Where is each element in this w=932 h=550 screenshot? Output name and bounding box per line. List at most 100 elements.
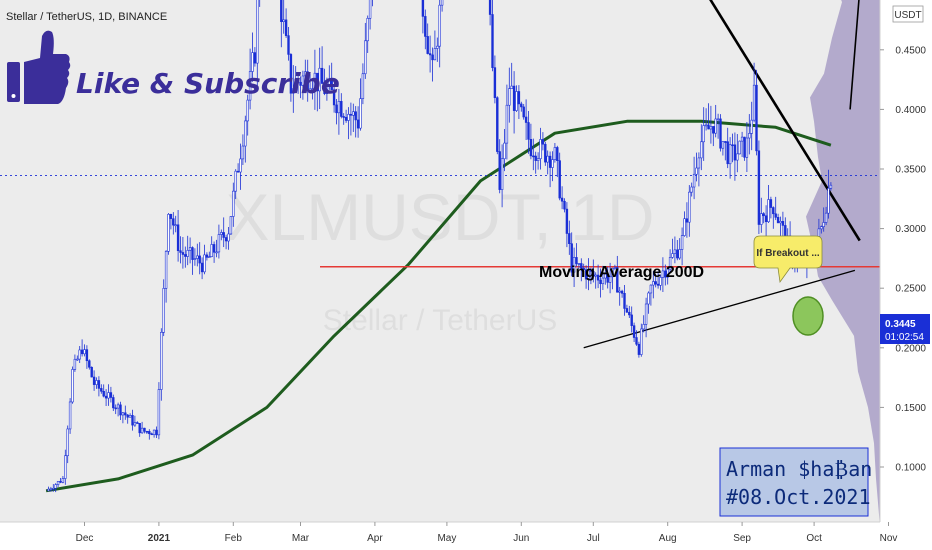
candle-body bbox=[534, 155, 537, 161]
candle-body bbox=[256, 0, 259, 64]
candle-body bbox=[510, 85, 513, 89]
breakout-label: If Breakout ... bbox=[756, 248, 820, 259]
candle-body bbox=[88, 360, 91, 368]
candle-body bbox=[179, 250, 182, 253]
candle-body bbox=[616, 267, 619, 293]
candle-body bbox=[714, 118, 717, 134]
candle-body bbox=[726, 141, 729, 165]
candle-body bbox=[313, 72, 317, 89]
candle-body bbox=[352, 111, 355, 116]
candle-body bbox=[546, 155, 549, 163]
candle-body bbox=[637, 343, 641, 355]
candle-body bbox=[580, 263, 583, 269]
candle-body bbox=[719, 118, 722, 149]
candle-body bbox=[827, 187, 830, 214]
candle-body bbox=[536, 158, 540, 161]
candle-body bbox=[558, 160, 561, 199]
x-tick-label: Sep bbox=[733, 533, 751, 544]
candle-body bbox=[649, 284, 653, 294]
candle-body bbox=[174, 224, 177, 227]
price-marker-bg bbox=[880, 314, 930, 344]
candle-body bbox=[54, 484, 57, 489]
candle-body bbox=[548, 155, 552, 168]
candle-body bbox=[138, 423, 141, 434]
candle-body bbox=[145, 430, 149, 433]
candle-body bbox=[820, 226, 823, 230]
candle-body bbox=[428, 53, 432, 56]
candle-body bbox=[208, 256, 211, 258]
candle-body bbox=[556, 147, 559, 161]
candle-body bbox=[316, 72, 319, 92]
candle-body bbox=[532, 155, 535, 158]
candle-body bbox=[306, 71, 309, 91]
breakout-circle bbox=[792, 296, 824, 336]
candle-body bbox=[767, 199, 770, 223]
author-box: Arman $ha₿an #08.Oct.2021 bbox=[719, 447, 872, 517]
y-tick-label: 0.2000 bbox=[895, 343, 926, 354]
candle-body bbox=[640, 328, 643, 355]
currency-badge[interactable] bbox=[892, 5, 924, 23]
candle-body bbox=[760, 213, 763, 225]
candle-body bbox=[431, 54, 434, 61]
x-tick-label: Feb bbox=[225, 533, 243, 544]
candle-body bbox=[500, 158, 504, 190]
candle-body bbox=[440, 0, 444, 6]
author-box-bg bbox=[719, 447, 869, 517]
price-axis[interactable] bbox=[880, 0, 932, 550]
watermark-ticker: XLMUSDT, 1D bbox=[225, 180, 654, 254]
candle-body bbox=[193, 258, 197, 260]
candle-body bbox=[126, 414, 129, 418]
promo-banner: Like & Subscribe bbox=[7, 30, 340, 105]
candle-body bbox=[299, 81, 302, 86]
candle-body bbox=[623, 293, 626, 309]
candle-body bbox=[217, 234, 221, 253]
candle-body bbox=[282, 19, 285, 22]
thumb-cuff bbox=[7, 62, 20, 102]
candle-body bbox=[577, 263, 581, 265]
candle-body bbox=[496, 97, 499, 152]
y-tick-label: 0.2500 bbox=[895, 284, 926, 295]
y-tick-label: 0.3000 bbox=[895, 224, 926, 235]
candle-body bbox=[92, 376, 96, 385]
candle-body bbox=[743, 136, 746, 158]
candle-body bbox=[731, 144, 734, 147]
thumbs-up-icon bbox=[7, 30, 71, 105]
candle-body bbox=[71, 369, 74, 403]
candle-body bbox=[104, 395, 108, 399]
candle-body bbox=[611, 267, 614, 278]
candle-body bbox=[774, 213, 777, 218]
candle-body bbox=[652, 281, 655, 286]
candle-body bbox=[59, 481, 62, 483]
candle-body bbox=[308, 88, 312, 91]
y-tick-label: 0.1000 bbox=[895, 463, 926, 474]
candle-body bbox=[150, 433, 153, 436]
candle-body bbox=[762, 213, 765, 217]
candle-body bbox=[301, 75, 305, 86]
candle-body bbox=[508, 88, 511, 106]
time-axis[interactable] bbox=[0, 522, 932, 550]
candle-body bbox=[229, 216, 233, 235]
candle-body bbox=[664, 270, 667, 278]
candle-body bbox=[234, 170, 237, 192]
candle-body bbox=[635, 337, 638, 345]
candle-body bbox=[596, 274, 600, 281]
candle-body bbox=[668, 257, 672, 270]
candle-body bbox=[176, 224, 180, 252]
candle-body bbox=[112, 397, 115, 409]
symbol-header: Stellar / TetherUS, 1D, BINANCE bbox=[6, 11, 167, 23]
candle-body bbox=[421, 0, 425, 17]
candle-body bbox=[164, 251, 168, 289]
candle-body bbox=[733, 144, 737, 161]
candle-body bbox=[755, 84, 758, 152]
candle-body bbox=[251, 52, 254, 72]
plot-area[interactable] bbox=[0, 0, 880, 522]
candle-body bbox=[232, 190, 235, 217]
candle-body bbox=[289, 54, 293, 94]
candle-body bbox=[152, 429, 156, 435]
ma-label: Moving Average 200D bbox=[539, 264, 704, 281]
candle-body bbox=[155, 429, 158, 436]
y-tick-label: 0.4500 bbox=[895, 45, 926, 56]
candle-body bbox=[52, 487, 55, 490]
candle-body bbox=[169, 214, 173, 219]
